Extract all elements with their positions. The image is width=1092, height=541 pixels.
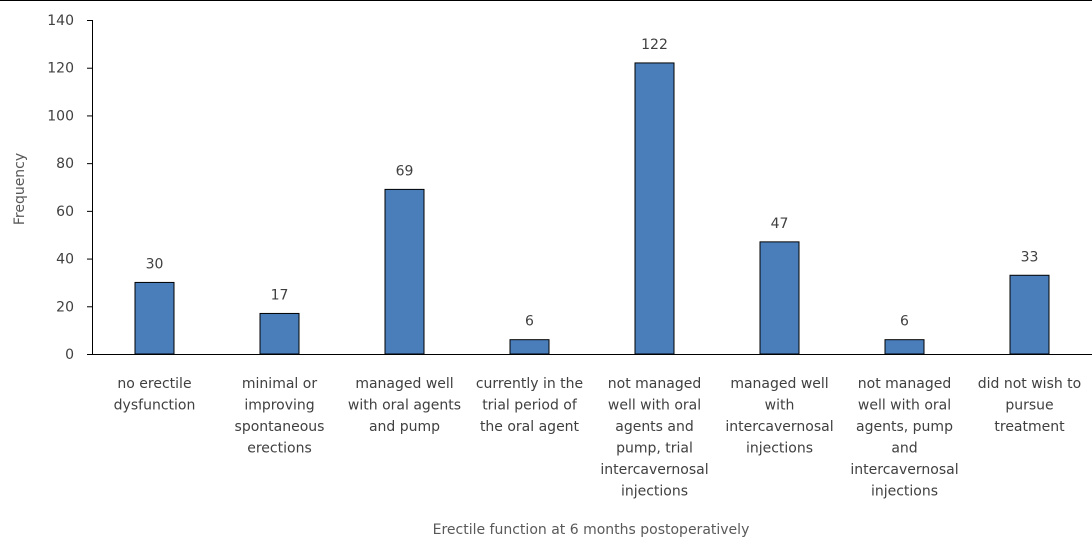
category-label-line: intercavernosal (725, 419, 833, 435)
category-label-line: with oral agents (348, 398, 461, 414)
category-label-line: pursue (1005, 398, 1053, 414)
category-label-line: pump, trial (616, 441, 693, 457)
y-tick-label: 40 (56, 252, 74, 268)
category-label-line: spontaneous (235, 419, 325, 435)
data-label: 6 (900, 314, 909, 330)
bar (385, 189, 424, 354)
category-label-line: improving (244, 398, 314, 414)
data-label: 30 (146, 256, 164, 272)
category-label-line: dysfunction (114, 398, 196, 414)
category-label-line: not managed (858, 376, 951, 392)
category-label: managed well with intercavernosal injection… (725, 376, 833, 457)
category-label: currently in the trial period of the oral … (476, 376, 583, 435)
category-label: no erectile dysfunction (114, 376, 196, 414)
bar (760, 242, 799, 354)
category-label: managed well with oral agents and pump (348, 376, 461, 435)
data-label: 47 (771, 216, 789, 232)
category-label-line: minimal or (242, 376, 317, 392)
category-label-line: did not wish to (978, 376, 1082, 392)
category-label-line: intercavernosal (850, 462, 958, 478)
category-label-line: injections (746, 441, 813, 457)
category-label-line: injections (871, 484, 938, 500)
data-label: 122 (641, 37, 668, 53)
bar (135, 282, 174, 354)
category-label: minimal or improving spontaneous erections (235, 376, 325, 457)
y-tick-label: 20 (56, 299, 74, 315)
category-label-line: and pump (369, 419, 440, 435)
category-label-line: with (765, 398, 795, 414)
category-label-line: the oral agent (480, 419, 580, 435)
category-label-line: injections (621, 484, 688, 500)
bar (635, 63, 674, 354)
category-label-line: currently in the (476, 376, 583, 392)
category-label: did not wish to pursue treatment (978, 376, 1082, 435)
y-tick-label: 140 (47, 13, 74, 29)
category-label-line: agents and (615, 419, 694, 435)
category-label-line: not managed (608, 376, 701, 392)
y-tick-label: 60 (56, 204, 74, 220)
bar (510, 340, 549, 354)
y-axis-ticks: 0 20 40 60 80 100 120 140 (47, 13, 92, 363)
bars (135, 63, 1049, 354)
y-tick-label: 100 (47, 108, 74, 124)
category-label-line: agents, pump (856, 419, 953, 435)
category-label-line: and (891, 441, 917, 457)
bar (260, 313, 299, 354)
y-tick-label: 120 (47, 61, 74, 77)
category-label: not managed well with oral agents and pump,… (600, 376, 708, 500)
bar (1010, 275, 1049, 354)
data-label: 17 (271, 287, 289, 303)
category-labels: no erectile dysfunction minimal or improvin… (114, 376, 1082, 500)
category-label-line: treatment (994, 419, 1065, 435)
category-label: not managed well with oral agents, pump and… (850, 376, 958, 500)
category-label-line: trial period of (482, 398, 578, 414)
category-label-line: well with oral (858, 398, 951, 414)
data-label: 33 (1021, 249, 1039, 265)
y-axis-label: Frequency (12, 153, 28, 225)
category-label-line: intercavernosal (600, 462, 708, 478)
category-label-line: managed well (355, 376, 453, 392)
y-tick-label: 0 (65, 347, 74, 363)
category-label-line: well with oral (608, 398, 701, 414)
category-label-line: no erectile (117, 376, 191, 392)
data-labels: 30 17 69 6 122 47 6 33 (146, 37, 1039, 330)
data-label: 69 (396, 163, 414, 179)
y-tick-label: 80 (56, 156, 74, 172)
data-label: 6 (525, 314, 534, 330)
category-label-line: erections (247, 441, 311, 457)
category-label-line: managed well (730, 376, 828, 392)
bar (885, 340, 924, 354)
x-axis-label: Erectile function at 6 months postoperat… (433, 522, 750, 538)
